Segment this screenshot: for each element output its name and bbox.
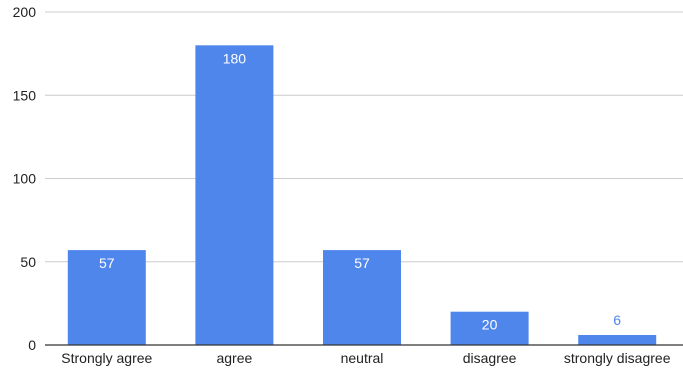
x-tick-label: disagree bbox=[463, 350, 517, 366]
data-label: 57 bbox=[354, 255, 370, 271]
y-tick-label: 150 bbox=[13, 87, 37, 103]
y-tick-label: 200 bbox=[13, 4, 37, 20]
data-label: 57 bbox=[99, 255, 115, 271]
x-tick-label: Strongly agree bbox=[61, 350, 152, 366]
y-tick-label: 50 bbox=[20, 254, 36, 270]
bar bbox=[323, 250, 401, 345]
bar bbox=[578, 335, 657, 345]
data-label: 6 bbox=[613, 312, 621, 328]
bar bbox=[195, 45, 274, 346]
data-labels: 57 180 57 20 6 bbox=[99, 50, 621, 332]
gridlines bbox=[45, 11, 683, 263]
bar bbox=[450, 311, 529, 345]
data-label: 20 bbox=[482, 317, 498, 333]
data-label: 180 bbox=[223, 50, 247, 66]
x-tick-label: neutral bbox=[341, 350, 384, 366]
y-tick-label: 0 bbox=[28, 337, 36, 353]
x-tick-label: strongly disagree bbox=[564, 350, 671, 366]
bar bbox=[67, 250, 146, 345]
y-tick-label: 100 bbox=[13, 171, 37, 187]
x-tick-label: agree bbox=[216, 350, 252, 366]
bars bbox=[67, 45, 657, 346]
axes: 0 50 100 150 200 Strongly agree agree neutral di… bbox=[13, 4, 683, 366]
